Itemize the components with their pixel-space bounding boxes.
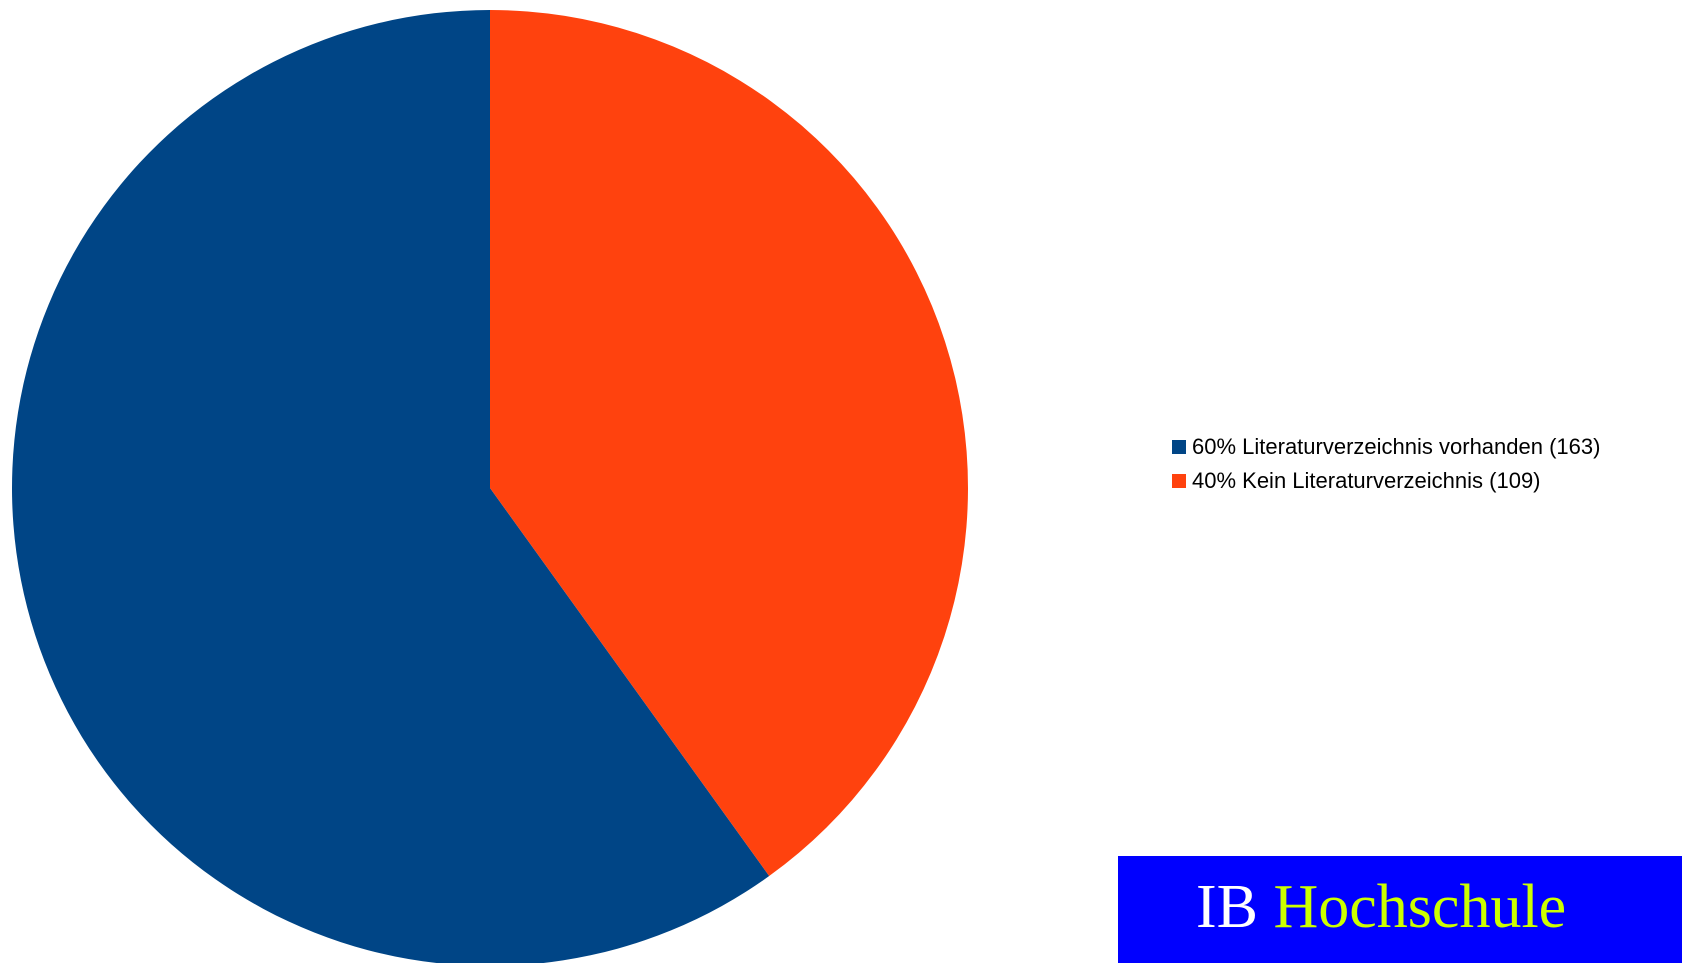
brand-logo: IB Hochschule (1118, 856, 1682, 963)
legend-item-with-bibliography: 60% Literaturverzeichnis vorhanden (163) (1172, 430, 1600, 464)
pie-slice-no-bibliography (490, 10, 968, 877)
pie-slice-with-bibliography (12, 10, 770, 963)
legend-label-with-bibliography: 60% Literaturverzeichnis vorhanden (163) (1192, 434, 1601, 459)
legend-swatch-no-bibliography (1172, 474, 1186, 488)
brand-name: Hochschule (1273, 873, 1567, 941)
pie-chart (12, 10, 968, 963)
brand-wordmark: IB Hochschule (1196, 876, 1566, 938)
legend-swatch-with-bibliography (1172, 440, 1186, 454)
brand-prefix: IB (1196, 873, 1258, 941)
legend: 60% Literaturverzeichnis vorhanden (163)… (1172, 430, 1600, 498)
legend-label-no-bibliography: 40% Kein Literaturverzeichnis (109) (1192, 468, 1541, 493)
legend-item-no-bibliography: 40% Kein Literaturverzeichnis (109) (1172, 464, 1600, 498)
